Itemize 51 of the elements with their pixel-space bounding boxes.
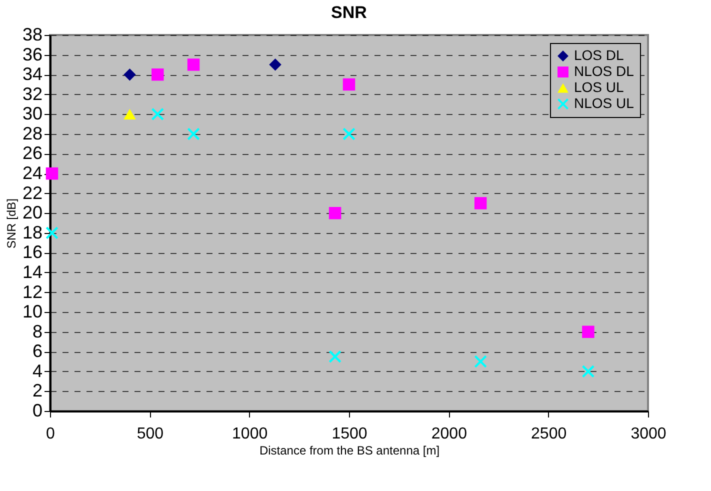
point [342,78,356,91]
point [474,355,487,368]
x-tick-label: 1000 [232,426,268,442]
legend-label: NLOS DL [574,63,634,79]
point [124,108,136,120]
y-tick-label: 18 [22,222,42,242]
point [152,108,164,120]
y-tick-label: 32 [22,84,42,104]
y-tick-label: 12 [22,282,42,302]
y-axis-title: SNR [dB] [4,198,18,249]
x-tick-label: 3000 [630,426,666,442]
y-tick-label: 10 [22,302,42,322]
y-tick-label: 34 [22,64,42,84]
point [269,58,282,71]
y-tick-label: 22 [22,182,42,203]
point [582,326,594,338]
y-tick-label: 0 [32,400,42,420]
y-tick-label: 8 [32,321,42,342]
x-tick-label: 1500 [332,426,368,442]
legend-label: LOS UL [574,79,624,95]
point [328,350,342,363]
point [582,365,594,378]
y-tick-label: 16 [22,242,42,262]
x-tick-label: 2500 [531,426,567,442]
point [342,128,356,140]
y-tick-label: 36 [22,44,42,64]
point [474,197,487,210]
legend-label: LOS DL [574,47,624,63]
y-tick-label: 24 [22,163,42,184]
point [187,128,200,140]
point [328,206,342,220]
chart-title: SNR [331,3,367,22]
y-tick-label: 2 [32,380,42,401]
y-tick-label: 6 [32,341,42,362]
legend-label: NLOS UL [574,95,634,111]
x-tick-label: 500 [136,426,164,442]
x-axis-title: Distance from the BS antenna [m] [259,444,440,458]
point [187,58,200,71]
y-tick-label: 14 [22,262,42,282]
y-tick-label: 26 [22,143,42,164]
point [46,167,58,180]
y-tick-label: 4 [32,360,42,381]
point [152,68,164,81]
point [124,68,136,81]
y-tick-label: 20 [22,202,42,223]
point [46,226,58,240]
y-tick-label: 30 [22,104,42,124]
x-tick-label: 2000 [431,426,468,442]
y-tick-label: 28 [22,123,42,144]
x-tick-label: 0 [46,426,56,442]
y-tick-label: 38 [22,24,42,44]
